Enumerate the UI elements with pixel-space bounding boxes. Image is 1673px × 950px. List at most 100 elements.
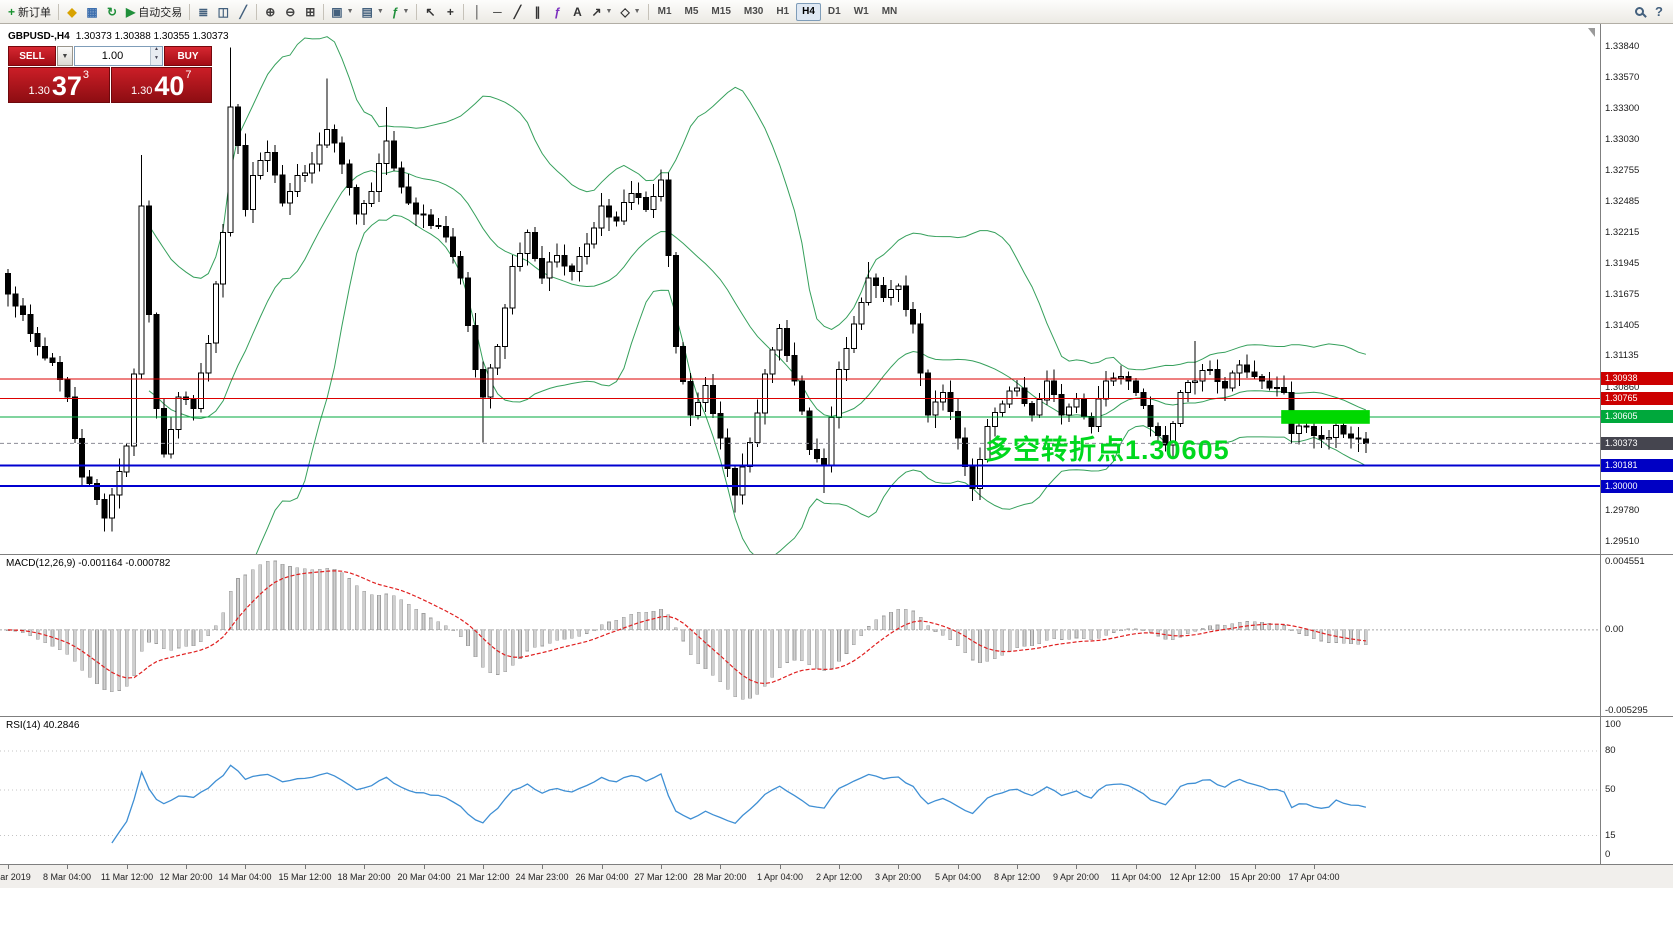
time-tick bbox=[186, 865, 187, 869]
time-tick bbox=[780, 865, 781, 869]
volume-spinner: ▲ ▼ bbox=[150, 47, 162, 65]
price-tick: 1.31405 bbox=[1605, 320, 1640, 331]
price-tick: 1.29510 bbox=[1605, 536, 1640, 547]
chart-grid-icon: ⊞ bbox=[305, 4, 316, 19]
timeframe-mn-button[interactable]: MN bbox=[881, 6, 898, 17]
toolbar-candlestick-chart-button[interactable]: ◫ bbox=[213, 2, 233, 22]
rsi-label: RSI(14) 40.2846 bbox=[6, 720, 80, 731]
toolbar-trendline-button[interactable]: ╱ bbox=[507, 2, 527, 22]
toolbar-cursor-button[interactable]: ↖ bbox=[420, 2, 440, 22]
toolbar-market-watch-button[interactable]: ◆ bbox=[62, 2, 82, 22]
timeframe-w1-button[interactable]: W1 bbox=[853, 6, 869, 17]
buy-button[interactable]: BUY bbox=[164, 46, 212, 66]
rsi-canvas[interactable] bbox=[0, 717, 1600, 865]
rsi-axis[interactable]: 100 80 50 15 0 bbox=[1600, 717, 1673, 864]
toolbar-bar-chart-button[interactable]: ≣ bbox=[193, 2, 213, 22]
toolbar-new-chart-button[interactable]: ▣ ▼ bbox=[327, 2, 357, 22]
toolbar-arrows-tool-button[interactable]: ↗ ▼ bbox=[587, 2, 616, 22]
buy-price-display[interactable]: 1.30 40 7 bbox=[110, 67, 212, 103]
toolbar-help-button[interactable]: ? bbox=[1649, 2, 1669, 22]
chart-symbol-title: GBPUSD-,H4 1.30373 1.30388 1.30355 1.3037… bbox=[8, 31, 229, 42]
rsi-tick: 15 bbox=[1605, 830, 1616, 841]
fibonacci-icon: ƒ bbox=[554, 4, 561, 19]
toolbar-zoom-in-button[interactable]: ⊕ bbox=[260, 2, 280, 22]
volume-field: ▲ ▼ bbox=[74, 46, 163, 66]
time-label: 12 Apr 12:00 bbox=[1169, 872, 1221, 882]
level-price-label: 1.30605 bbox=[1601, 410, 1673, 423]
toolbar-new-order-button[interactable]: + 新订单 bbox=[4, 2, 55, 22]
time-tick bbox=[8, 865, 9, 869]
time-axis[interactable]: 6 Mar 2019 8 Mar 04:00 11 Mar 12:00 12 Mar … bbox=[0, 864, 1673, 888]
toolbar-zoom-out-button[interactable]: ⊖ bbox=[280, 2, 300, 22]
line-chart-icon: ╱ bbox=[239, 4, 247, 19]
price-axis[interactable]: 1.33840 1.33570 1.33300 1.33030 1.32755 1.324… bbox=[1600, 24, 1673, 554]
time-tick bbox=[127, 865, 128, 869]
trendline-icon: ╱ bbox=[513, 4, 522, 19]
sell-price-prefix: 1.30 bbox=[28, 85, 50, 97]
new-chart-dropdown-icon: ▼ bbox=[346, 8, 354, 15]
macd-canvas[interactable] bbox=[0, 555, 1600, 717]
toolbar-separator bbox=[416, 3, 418, 20]
toolbar-navigator-button[interactable]: ↻ bbox=[102, 2, 122, 22]
ohlc-readout: 1.30373 1.30388 1.30355 1.30373 bbox=[75, 31, 229, 42]
sell-price-display[interactable]: 1.30 37 3 bbox=[8, 67, 110, 103]
time-label: 5 Apr 04:00 bbox=[934, 872, 982, 882]
timeframe-m30-button[interactable]: M30 bbox=[743, 6, 764, 17]
toolbar-search-button[interactable] bbox=[1629, 2, 1649, 22]
toolbar-profiles-button[interactable]: ▤ ▼ bbox=[358, 2, 388, 22]
toolbar-separator bbox=[463, 3, 465, 20]
toolbar-separator bbox=[647, 3, 649, 20]
toolbar-shapes-tool-button[interactable]: ◇ ▼ bbox=[616, 2, 644, 22]
bar-chart-icon: ≣ bbox=[198, 4, 209, 19]
toolbar-crosshair-button[interactable]: + bbox=[440, 2, 460, 22]
timeframe-h4-button[interactable]: H4 bbox=[796, 2, 821, 21]
toolbar-line-chart-button[interactable]: ╱ bbox=[233, 2, 253, 22]
shapes-tool-icon: ◇ bbox=[620, 4, 630, 19]
toolbar-chart-grid-button[interactable]: ⊞ bbox=[300, 2, 320, 22]
volume-increase-button[interactable]: ▲ bbox=[151, 47, 162, 56]
time-label: 6 Mar 2019 bbox=[0, 872, 31, 882]
timeframe-m5-button[interactable]: M5 bbox=[684, 6, 699, 17]
timeframe-h1-button[interactable]: H1 bbox=[776, 6, 790, 17]
time-label: 15 Apr 20:00 bbox=[1229, 872, 1281, 882]
volume-input[interactable] bbox=[75, 47, 150, 65]
level-price-label: 1.30000 bbox=[1601, 480, 1673, 493]
price-tick: 1.33030 bbox=[1605, 134, 1640, 145]
toolbar-text-label-button[interactable]: A bbox=[567, 2, 587, 22]
price-tick: 1.33300 bbox=[1605, 103, 1640, 114]
toolbar-horizontal-line-button[interactable]: ─ bbox=[487, 2, 507, 22]
time-tick bbox=[424, 865, 425, 869]
toolbar-data-window-button[interactable]: ▦ bbox=[82, 2, 102, 22]
buy-price-sup: 7 bbox=[185, 69, 192, 81]
time-tick bbox=[958, 865, 959, 869]
time-label: 14 Mar 04:00 bbox=[218, 872, 272, 882]
rsi-tick: 100 bbox=[1605, 719, 1621, 730]
volume-decrease-button[interactable]: ▼ bbox=[151, 56, 162, 65]
macd-tick: 0.004551 bbox=[1605, 556, 1645, 567]
timeframe-m1-button[interactable]: M1 bbox=[657, 6, 672, 17]
time-label: 15 Mar 12:00 bbox=[278, 872, 332, 882]
time-tick bbox=[1076, 865, 1077, 869]
time-label: 9 Apr 20:00 bbox=[1052, 872, 1100, 882]
toolbar-auto-trading-button[interactable]: ▶ 自动交易 bbox=[122, 2, 186, 22]
toolbar-equidistant-channel-button[interactable]: ∥ bbox=[527, 2, 547, 22]
chart-shift-marker[interactable] bbox=[1588, 28, 1595, 37]
toolbar-fibonacci-button[interactable]: ƒ bbox=[547, 2, 567, 22]
buy-price-big: 40 bbox=[154, 71, 185, 101]
timeframe-m15-button[interactable]: M15 bbox=[711, 6, 731, 17]
toolbar-vertical-line-button[interactable]: │ bbox=[467, 2, 487, 22]
new-chart-icon: ▣ bbox=[331, 4, 343, 19]
time-label: 18 Mar 20:00 bbox=[337, 872, 391, 882]
toolbar-indicators-list-button[interactable]: ƒ ▼ bbox=[388, 2, 414, 22]
auto-trading-icon: ▶ bbox=[126, 4, 136, 19]
timeframe-d1-button[interactable]: D1 bbox=[827, 6, 841, 17]
price-tick: 1.32215 bbox=[1605, 227, 1640, 238]
price-chart-canvas[interactable] bbox=[0, 24, 1600, 554]
order-options-dropdown[interactable]: ▼ bbox=[57, 46, 73, 66]
price-tick: 1.31945 bbox=[1605, 258, 1640, 269]
macd-axis[interactable]: 0.004551 0.00 -0.005295 bbox=[1600, 555, 1673, 716]
rsi-pane: RSI(14) 40.2846 100 80 50 15 0 bbox=[0, 716, 1673, 864]
sell-button[interactable]: SELL bbox=[8, 46, 56, 66]
arrows-tool-icon: ↗ bbox=[591, 4, 602, 19]
